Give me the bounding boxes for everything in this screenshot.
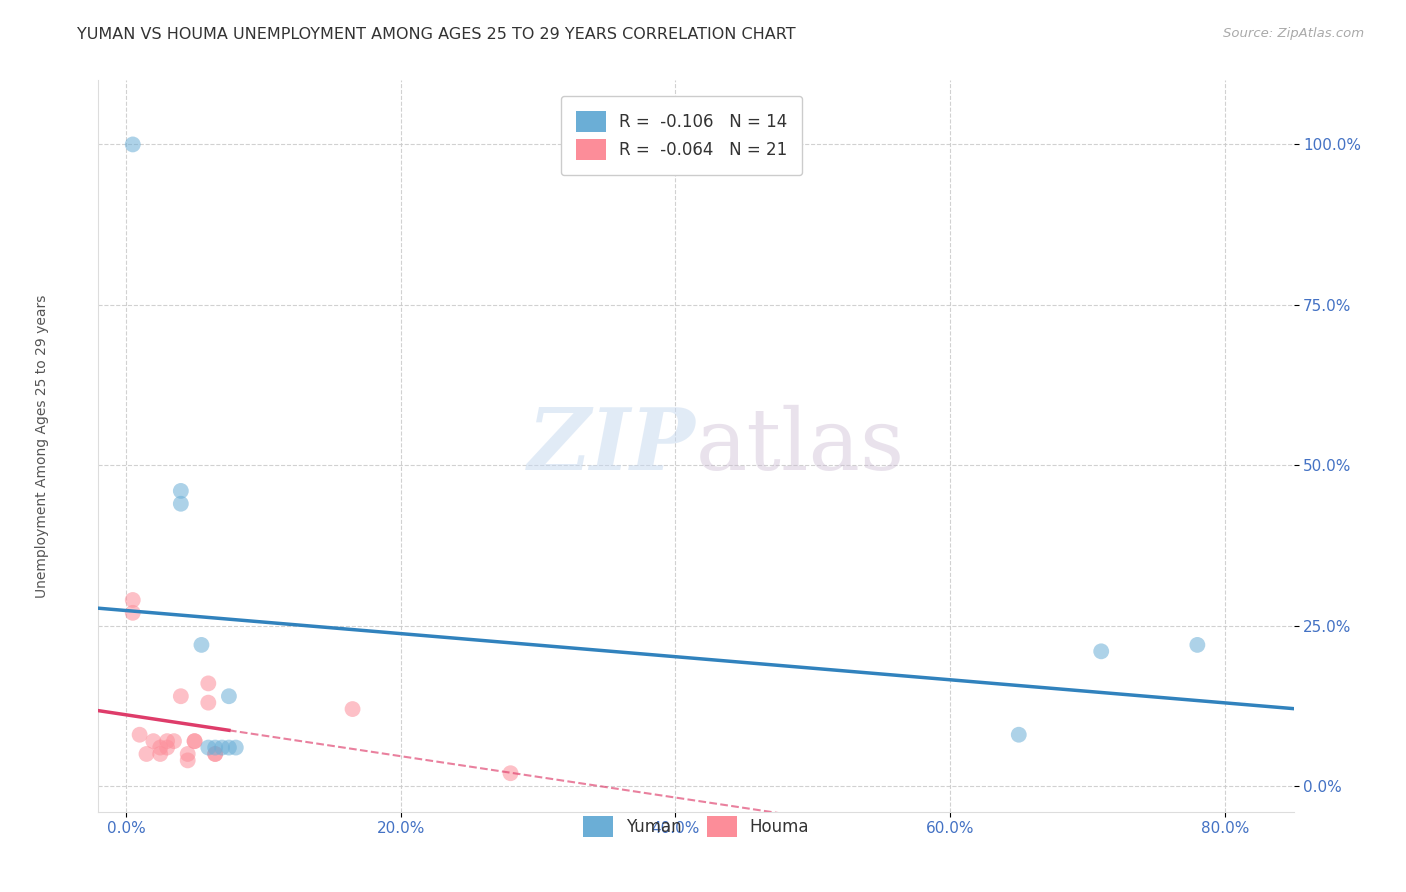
Point	[218, 740, 240, 755]
Point	[197, 676, 219, 690]
Point	[1187, 638, 1209, 652]
Point	[499, 766, 522, 780]
Point	[342, 702, 364, 716]
Text: Unemployment Among Ages 25 to 29 years: Unemployment Among Ages 25 to 29 years	[35, 294, 49, 598]
Text: Source: ZipAtlas.com: Source: ZipAtlas.com	[1223, 27, 1364, 40]
Point	[1090, 644, 1112, 658]
Point	[170, 690, 193, 704]
Point	[142, 734, 165, 748]
Point	[225, 740, 247, 755]
Point	[197, 696, 219, 710]
Legend: Yuman, Houma: Yuman, Houma	[576, 809, 815, 844]
Point	[183, 734, 205, 748]
Point	[204, 747, 226, 761]
Point	[177, 753, 200, 767]
Point	[177, 747, 200, 761]
Point	[190, 638, 212, 652]
Point	[128, 728, 150, 742]
Point	[135, 747, 157, 761]
Point	[163, 734, 186, 748]
Point	[204, 740, 226, 755]
Point	[170, 497, 193, 511]
Text: YUMAN VS HOUMA UNEMPLOYMENT AMONG AGES 25 TO 29 YEARS CORRELATION CHART: YUMAN VS HOUMA UNEMPLOYMENT AMONG AGES 2…	[77, 27, 796, 42]
Text: ZIP: ZIP	[529, 404, 696, 488]
Point	[121, 137, 143, 152]
Text: atlas: atlas	[696, 404, 905, 488]
Point	[156, 740, 179, 755]
Point	[211, 740, 233, 755]
Point	[218, 690, 240, 704]
Point	[149, 740, 172, 755]
Point	[156, 734, 179, 748]
Point	[1008, 728, 1031, 742]
Point	[170, 483, 193, 498]
Point	[121, 606, 143, 620]
Point	[149, 747, 172, 761]
Point	[197, 740, 219, 755]
Point	[204, 747, 226, 761]
Point	[121, 593, 143, 607]
Point	[183, 734, 205, 748]
